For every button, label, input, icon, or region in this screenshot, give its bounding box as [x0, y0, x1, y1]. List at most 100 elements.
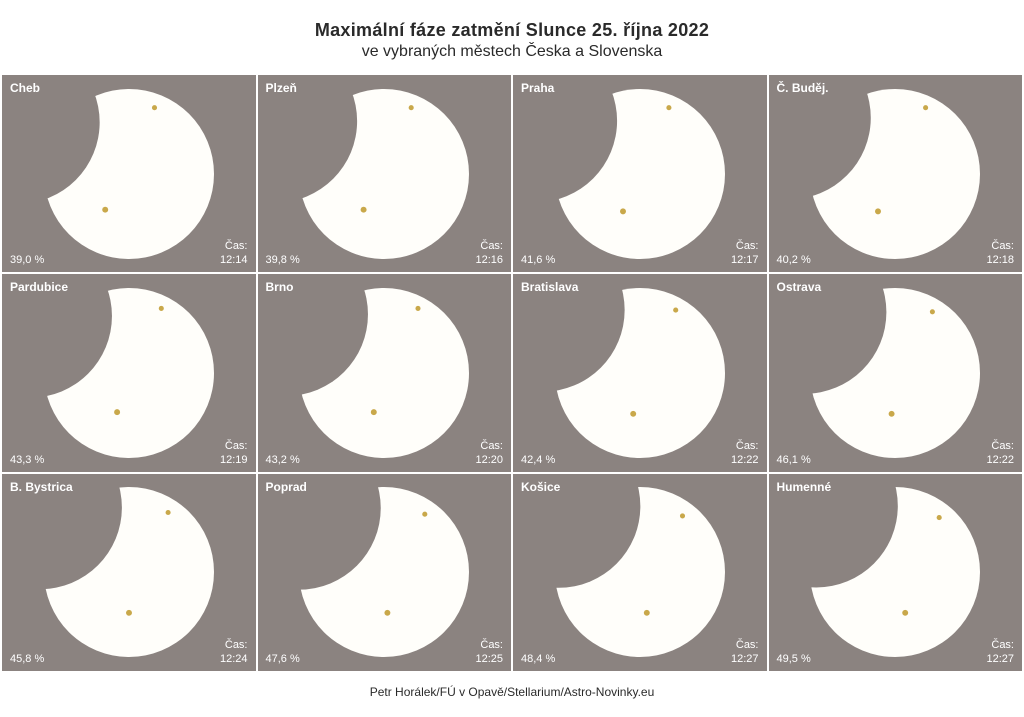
sunspot-icon — [644, 610, 650, 616]
sunspot-icon — [152, 105, 157, 110]
sun-disc — [555, 89, 725, 259]
time-value: 12:24 — [220, 653, 248, 665]
sun-disc — [810, 288, 980, 458]
coverage-percent: 45,8 % — [10, 653, 44, 665]
eclipse-panel: Košice48,4 %Čas:12:27 — [513, 474, 767, 671]
time-value: 12:27 — [986, 653, 1014, 665]
sunspot-icon — [680, 514, 685, 519]
sun-disc — [810, 89, 980, 259]
time-label: Čas: — [480, 240, 503, 252]
coverage-percent: 39,8 % — [266, 254, 300, 266]
coverage-percent: 40,2 % — [777, 254, 811, 266]
time-label: Čas: — [991, 440, 1014, 452]
time-value: 12:18 — [986, 254, 1014, 266]
page-subtitle: ve vybraných městech Česka a Slovenska — [0, 43, 1024, 61]
eclipse-panel: Plzeň 39,8 % Čas: 12:16 — [258, 75, 512, 272]
sunspot-icon — [114, 409, 120, 415]
sunspot-icon — [930, 309, 935, 314]
city-label: Brno — [266, 280, 294, 294]
header: Maximální fáze zatmění Slunce 25. října … — [0, 0, 1024, 75]
time-label: Čas: — [225, 440, 248, 452]
sunspot-icon — [673, 308, 678, 313]
eclipse-graphic — [555, 487, 725, 657]
coverage-percent: 43,3 % — [10, 454, 44, 466]
eclipse-graphic — [555, 89, 725, 259]
eclipse-panel: Ostrava46,1 %Čas:12:22 — [769, 274, 1023, 471]
time-value: 12:22 — [986, 454, 1014, 466]
sunspot-icon — [126, 610, 132, 616]
sunspot-icon — [165, 510, 170, 515]
time-value: 12:16 — [475, 254, 503, 266]
eclipse-graphic — [555, 288, 725, 458]
coverage-percent: 42,4 % — [521, 454, 555, 466]
sunspot-icon — [923, 105, 928, 110]
coverage-percent: 41,6 % — [521, 254, 555, 266]
time-label: Čas: — [736, 240, 759, 252]
sunspot-icon — [385, 610, 391, 616]
sun-disc — [44, 89, 214, 259]
sun-disc — [555, 288, 725, 458]
time-value: 12:20 — [475, 454, 503, 466]
eclipse-panel: Bratislava42,4 %Čas:12:22 — [513, 274, 767, 471]
eclipse-panel: Cheb 39,0 % Čas: 12:14 — [2, 75, 256, 272]
sunspot-icon — [423, 512, 428, 517]
sunspot-icon — [875, 208, 881, 214]
eclipse-graphic — [299, 487, 469, 657]
coverage-percent: 47,6 % — [266, 653, 300, 665]
city-label: Cheb — [10, 81, 40, 95]
sunspot-icon — [371, 409, 377, 415]
sun-disc — [299, 487, 469, 657]
sunspot-icon — [409, 105, 414, 110]
eclipse-panel: Poprad47,6 %Čas:12:25 — [258, 474, 512, 671]
sunspot-icon — [937, 515, 942, 520]
sunspot-icon — [416, 306, 421, 311]
eclipse-graphic — [44, 89, 214, 259]
eclipse-graphic — [44, 487, 214, 657]
coverage-percent: 46,1 % — [777, 454, 811, 466]
sun-disc — [44, 487, 214, 657]
time-value: 12:27 — [731, 653, 759, 665]
sunspot-icon — [889, 411, 895, 417]
sun-disc — [299, 89, 469, 259]
eclipse-panel: Praha41,6 %Čas:12:17 — [513, 75, 767, 272]
eclipse-graphic — [44, 288, 214, 458]
eclipse-panel: Č. Buděj.40,2 %Čas:12:18 — [769, 75, 1023, 272]
coverage-percent: 48,4 % — [521, 653, 555, 665]
eclipse-grid: Cheb 39,0 % Čas: 12:14 Plzeň 39,8 % Čas: 12:16P… — [0, 75, 1024, 671]
eclipse-panel: Pardubice43,3 %Čas:12:19 — [2, 274, 256, 471]
coverage-percent: 43,2 % — [266, 454, 300, 466]
time-label: Čas: — [225, 240, 248, 252]
time-value: 12:25 — [475, 653, 503, 665]
time-label: Čas: — [480, 440, 503, 452]
sunspot-icon — [630, 411, 636, 417]
eclipse-graphic — [810, 487, 980, 657]
eclipse-graphic — [810, 288, 980, 458]
time-value: 12:14 — [220, 254, 248, 266]
eclipse-graphic — [810, 89, 980, 259]
time-label: Čas: — [480, 639, 503, 651]
eclipse-panel: B. Bystrica45,8 %Čas:12:24 — [2, 474, 256, 671]
time-value: 12:22 — [731, 454, 759, 466]
time-value: 12:17 — [731, 254, 759, 266]
time-label: Čas: — [991, 639, 1014, 651]
sun-disc — [555, 487, 725, 657]
page-title: Maximální fáze zatmění Slunce 25. října … — [0, 20, 1024, 41]
time-label: Čas: — [736, 639, 759, 651]
city-label: Plzeň — [266, 81, 297, 95]
eclipse-graphic — [299, 288, 469, 458]
sunspot-icon — [620, 208, 626, 214]
sun-disc — [810, 487, 980, 657]
sunspot-icon — [361, 206, 367, 212]
sunspot-icon — [902, 610, 908, 616]
sun-disc — [299, 288, 469, 458]
sunspot-icon — [159, 306, 164, 311]
eclipse-graphic — [299, 89, 469, 259]
eclipse-panel: Brno 43,2 % Čas: 12:20 — [258, 274, 512, 471]
sunspot-icon — [102, 206, 108, 212]
time-label: Čas: — [736, 440, 759, 452]
time-label: Čas: — [225, 639, 248, 651]
coverage-percent: 39,0 % — [10, 254, 44, 266]
time-value: 12:19 — [220, 454, 248, 466]
sun-disc — [44, 288, 214, 458]
sunspot-icon — [666, 105, 671, 110]
